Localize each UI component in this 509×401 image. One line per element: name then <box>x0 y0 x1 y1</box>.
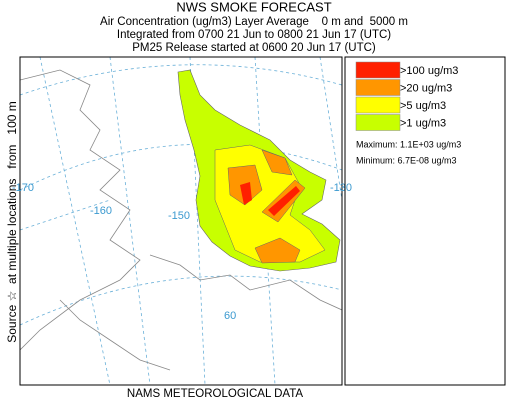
legend-label: >100 ug/m3 <box>400 65 458 77</box>
subtitle: Air Concentration (ug/m3) Layer Average … <box>100 16 408 28</box>
grid-label: -130 <box>330 182 352 194</box>
legend-label: >1 ug/m3 <box>400 117 446 129</box>
title: NWS SMOKE FORECAST <box>176 0 331 14</box>
grid-label: -160 <box>90 205 112 217</box>
grid-label: 60 <box>224 310 236 322</box>
source-label: Source ☆ at multiple locations from 100 … <box>5 101 19 343</box>
legend-swatch <box>355 61 401 79</box>
legend-swatch <box>355 96 401 114</box>
legend: >100 ug/m3 >20 ug/m3 >5 ug/m3 >1 ug/m3 <box>355 61 458 131</box>
minimum: Minimum: 6.7E-08 ug/m3 <box>356 155 457 165</box>
data-source: NAMS METEOROLOGICAL DATA <box>127 388 303 400</box>
legend-swatch <box>355 114 401 131</box>
map <box>20 57 342 385</box>
smoke-plume <box>177 69 341 272</box>
legend-label: >5 ug/m3 <box>400 100 446 112</box>
legend-frame <box>344 56 506 386</box>
plume-core <box>240 182 252 205</box>
grid-label: -170 <box>12 182 34 194</box>
subtitle: PM25 Release started at 0600 20 Jun 17 (… <box>132 42 376 54</box>
plume-core <box>268 186 300 216</box>
legend-swatch <box>355 79 401 96</box>
map-frame <box>19 56 343 386</box>
subtitle: Integrated from 0700 21 Jun to 0800 21 J… <box>117 29 391 41</box>
coastline <box>20 69 342 371</box>
legend-label: >20 ug/m3 <box>400 82 452 94</box>
grid-label: -150 <box>168 210 190 222</box>
maximum: Maximum: 1.1E+03 ug/m3 <box>356 139 461 149</box>
